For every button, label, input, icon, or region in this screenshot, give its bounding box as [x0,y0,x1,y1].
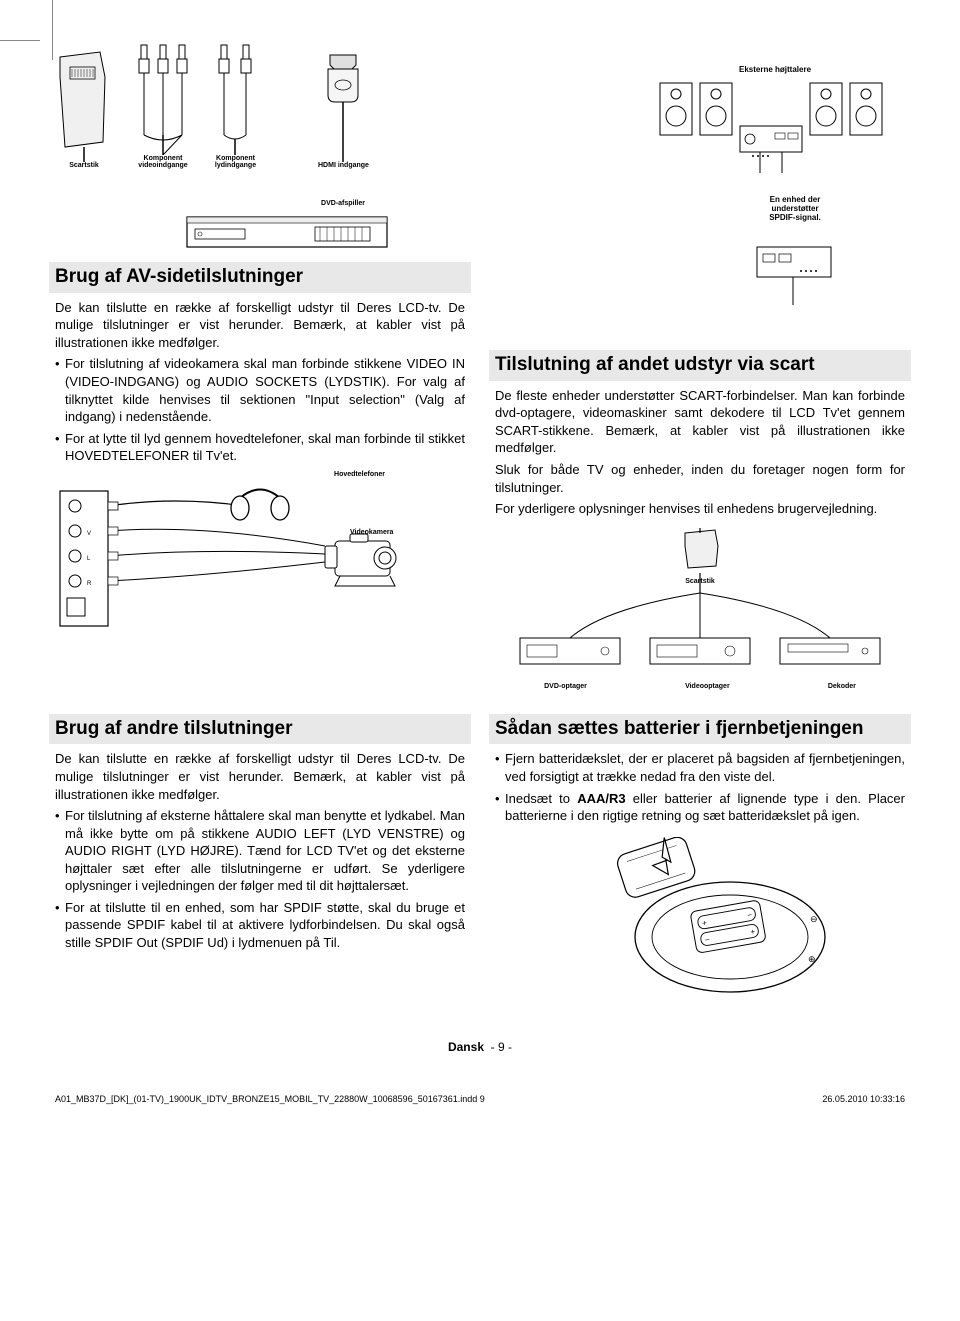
comp-audio-label: Komponent lydindgange [215,155,256,169]
scart-label: Scartstik [69,162,99,169]
speakers-diagram: Eksterne højttalere [645,65,905,176]
side-panel-diagram: V L R [55,486,465,634]
other-bullet-2: For at tilslutte til en enhed, som har S… [55,899,465,952]
crop-mark [0,40,40,41]
scart-fanout-icon: Scartstik [505,528,895,678]
main-columns: Brug af AV-sidetilslutninger De kan tils… [55,350,905,690]
scart-dev1: DVD-optager [544,683,587,690]
dvd-player-icon [185,209,395,254]
crop-mark [52,0,53,60]
bottom-meta: A01_MB37D_[DK]_(01-TV)_1900UK_IDTV_BRONZ… [55,1094,905,1104]
speakers-amp-icon [645,78,905,173]
hdmi-cable: HDMI indgange [318,47,369,169]
scart-devices-diagram: Scartstik [495,528,905,690]
battery-bullet-2: Inedsæt to AAA/R3 eller batterier af lig… [495,790,905,825]
footer-pagenum: - 9 - [491,1040,512,1054]
headphone-label: Hovedtelefoner [55,471,465,478]
av-bullet-1: For tilslutning af videokamera skal man … [55,355,465,425]
comp-video-label: Komponent videoindgange [138,155,187,169]
svg-text:⊖: ⊖ [810,914,818,924]
spdif-label-block: En enhed der understøtter SPDIF-signal. [735,195,855,222]
other-bullet-1: For tilslutning af eksterne håttalere sk… [55,807,465,895]
scart-dev2: Videooptager [685,683,730,690]
right-column: Tilslutning af andet udstyr via scart De… [495,350,905,690]
spdif-label: En enhed der understøtter SPDIF-signal. [769,195,821,222]
battery-bullet-1: Fjern batteridækslet, der er placeret på… [495,750,905,785]
remote-battery-diagram: +− −+ ⊖ ⊕ [495,837,905,1010]
scart-device-labels: DVD-optager Videooptager Dekoder [495,683,905,690]
meta-filename: A01_MB37D_[DK]_(01-TV)_1900UK_IDTV_BRONZ… [55,1094,485,1104]
lower-right-column: Sådan sættes batterier i fjernbetjeninge… [495,714,905,1010]
scart-icon [55,47,113,162]
other-conn-bullets: For tilslutning af eksterne håttalere sk… [55,807,465,951]
rca-triple-icon [133,40,193,155]
battery-bullets: Fjern batteridækslet, der er placeret på… [495,750,905,824]
spdif-device [755,245,835,308]
scart-p1: De fleste enheder understøtter SCART-for… [495,387,905,457]
remote-icon: +− −+ ⊖ ⊕ [560,837,840,1007]
svg-text:R: R [87,581,92,587]
meta-date: 26.05.2010 10:33:16 [822,1094,905,1104]
svg-text:V: V [87,531,91,537]
svg-text:⊕: ⊕ [808,954,816,964]
speakers-label: Eksterne højttalere [645,65,905,74]
lower-left-column: Brug af andre tilslutninger De kan tilsl… [55,714,465,1010]
page-container: Scartstik Komponent videoindgange [0,0,960,1124]
rca-dual-icon [213,40,258,155]
page-footer: Dansk - 9 - [55,1040,905,1054]
spdif-device-icon [755,245,835,305]
av-side-bullets: For tilslutning af videokamera skal man … [55,355,465,464]
top-diagram-area: Scartstik Komponent videoindgange [55,40,905,350]
cable-row: Scartstik Komponent videoindgange [55,40,369,169]
component-video-cable: Komponent videoindgange [133,40,193,169]
other-conn-intro: De kan tilslutte en række af forskelligt… [55,750,465,803]
scart-heading: Tilslutning af andet udstyr via scart [489,350,911,381]
dvd-label: DVD-afspiller [185,200,395,207]
scart-p2: Sluk for både TV og enheder, inden du fo… [495,461,905,496]
other-conn-heading: Brug af andre tilslutninger [49,714,471,745]
scart-cable: Scartstik [55,47,113,169]
av-side-heading: Brug af AV-sidetilslutninger [49,262,471,293]
footer-lang: Dansk [448,1040,484,1054]
hdmi-icon [318,47,368,162]
camcorder-label-svg: Videokamera [350,529,394,536]
component-audio-cable: Komponent lydindgange [213,40,258,169]
lower-columns: Brug af andre tilslutninger De kan tilsl… [55,714,905,1010]
scart-dev3: Dekoder [828,683,856,690]
battery-heading: Sådan sættes batterier i fjernbetjeninge… [489,714,911,745]
side-panel-icon: V L R [55,486,455,631]
scart-p3: For yderligere oplysninger henvises til … [495,500,905,518]
dvd-player-diagram: DVD-afspiller [185,200,395,257]
av-bullet-2: For at lytte til lyd gennem hovedtelefon… [55,430,465,465]
hdmi-label: HDMI indgange [318,162,369,169]
left-column: Brug af AV-sidetilslutninger De kan tils… [55,350,465,690]
